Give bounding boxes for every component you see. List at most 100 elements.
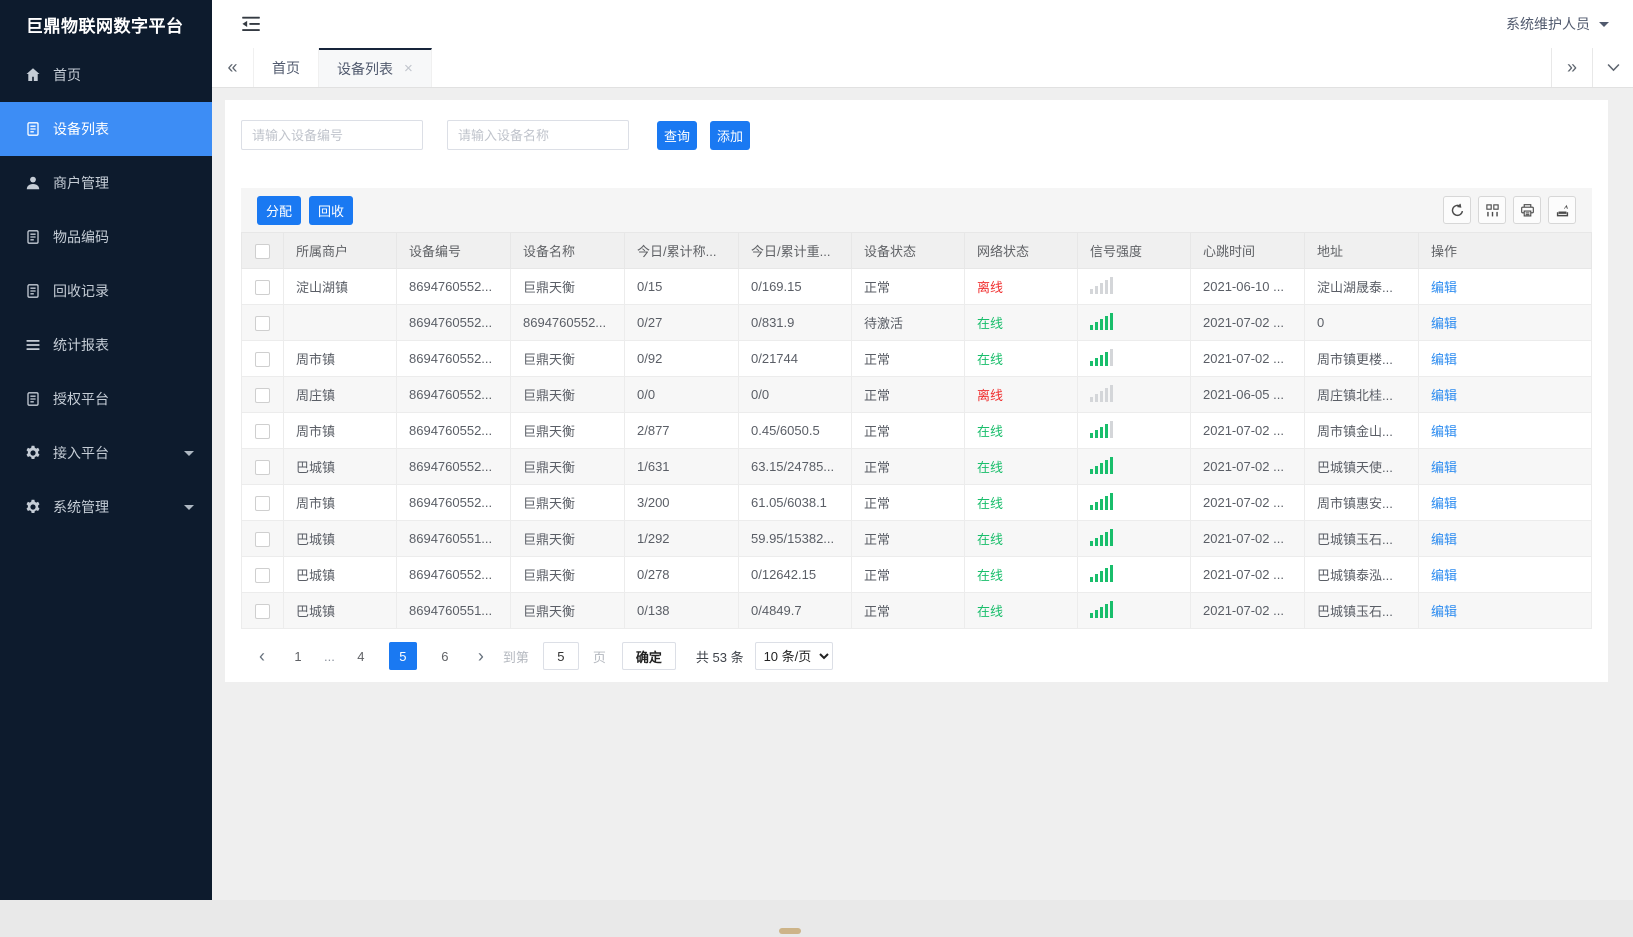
add-button[interactable]: 添加	[710, 120, 751, 150]
tab-scroll-left-button[interactable]: «	[212, 48, 254, 87]
goto-page-input[interactable]	[542, 642, 579, 670]
address-cell: 巴城镇天使...	[1304, 448, 1419, 485]
recycle-button[interactable]: 回收	[309, 195, 354, 225]
device-no-cell: 8694760552...	[396, 340, 511, 377]
sidebar-collapse-button[interactable]	[240, 14, 262, 34]
sidebar-item-device-list[interactable]: 设备列表	[0, 102, 212, 156]
user-menu[interactable]: 系统维护人员	[1506, 14, 1609, 34]
edit-link[interactable]: 编辑	[1431, 352, 1458, 367]
row-checkbox[interactable]	[255, 495, 270, 511]
action-cell: 编辑	[1418, 340, 1592, 377]
device-status-cell: 正常	[851, 412, 965, 449]
gear-icon	[25, 499, 41, 515]
page-number-5[interactable]: 5	[388, 642, 417, 670]
merchant-cell: 巴城镇	[283, 448, 397, 485]
device-status-cell: 正常	[851, 592, 965, 629]
tab-scroll-right-button[interactable]: »	[1551, 48, 1592, 87]
edit-link[interactable]: 编辑	[1431, 496, 1458, 511]
column-header-9: 地址	[1304, 232, 1419, 269]
device-name-input[interactable]	[447, 120, 629, 150]
doc-icon	[25, 229, 41, 245]
page-number-6[interactable]: 6	[441, 648, 449, 664]
app-root: 巨鼎物联网数字平台 首页 设备列表 商户管理 物品编码 回收记录 统计报表 授权平台 接入平台…	[0, 0, 1633, 900]
table-toolbar: 分配 回收	[241, 188, 1592, 232]
signal-strength-icon	[1090, 420, 1113, 438]
device-status-cell: 正常	[851, 268, 965, 305]
tab-device-list[interactable]: 设备列表 ×	[319, 48, 432, 87]
signal-strength-icon	[1090, 456, 1113, 474]
today-weight-cell: 59.95/15382...	[738, 520, 852, 557]
sidebar-item-item-code[interactable]: 物品编码	[0, 210, 212, 264]
row-checkbox-cell	[241, 592, 284, 629]
sidebar-item-system-management[interactable]: 系统管理	[0, 480, 212, 534]
topbar: 系统维护人员	[212, 0, 1633, 48]
sidebar-item-access-platform[interactable]: 接入平台	[0, 426, 212, 480]
action-cell: 编辑	[1418, 268, 1592, 305]
row-checkbox[interactable]	[255, 387, 270, 403]
prev-page-button[interactable]: ‹	[259, 646, 265, 666]
total-count-label: 共 53 条	[695, 649, 744, 665]
chevron-down-icon	[1599, 21, 1609, 27]
row-checkbox[interactable]	[255, 459, 270, 475]
device-status-cell: 正常	[851, 556, 965, 593]
device-no-input[interactable]	[241, 120, 423, 150]
sidebar-item-merchant-management[interactable]: 商户管理	[0, 156, 212, 210]
edit-link[interactable]: 编辑	[1431, 388, 1458, 403]
edit-link[interactable]: 编辑	[1431, 424, 1458, 439]
tab-home[interactable]: 首页	[254, 48, 319, 87]
sidebar-item-statistics-report[interactable]: 统计报表	[0, 318, 212, 372]
select-all-checkbox[interactable]	[255, 243, 270, 259]
table-row: 8694760552... 8694760552... 0/27 0/831.9 待激活…	[241, 304, 1592, 341]
column-settings-button[interactable]	[1478, 196, 1506, 224]
merchant-cell: 淀山湖镇	[283, 268, 397, 305]
signal-cell	[1077, 556, 1191, 593]
sidebar-item-home[interactable]: 首页	[0, 48, 212, 102]
tab-options-button[interactable]	[1592, 48, 1633, 87]
signal-strength-icon	[1090, 564, 1113, 582]
sidebar-item-recycle-records[interactable]: 回收记录	[0, 264, 212, 318]
page-number-4[interactable]: 4	[357, 648, 365, 664]
heartbeat-cell: 2021-06-05 ...	[1190, 376, 1305, 413]
app-title: 巨鼎物联网数字平台	[26, 16, 184, 36]
refresh-button[interactable]	[1443, 196, 1471, 224]
device-name-cell: 巨鼎天衡	[510, 268, 625, 305]
merchant-cell: 周市镇	[283, 484, 397, 521]
sidebar-item-authorize-platform[interactable]: 授权平台	[0, 372, 212, 426]
edit-link[interactable]: 编辑	[1431, 460, 1458, 475]
signal-cell	[1077, 484, 1191, 521]
row-checkbox[interactable]	[255, 603, 270, 619]
assign-button[interactable]: 分配	[257, 195, 302, 225]
next-page-button[interactable]: ›	[477, 646, 484, 666]
heartbeat-cell: 2021-07-02 ...	[1190, 520, 1305, 557]
device-no-cell: 8694760552...	[396, 304, 511, 341]
query-button[interactable]: 查询	[657, 120, 698, 150]
heartbeat-cell: 2021-07-02 ...	[1190, 484, 1305, 521]
row-checkbox[interactable]	[255, 531, 270, 547]
row-checkbox[interactable]	[255, 279, 270, 295]
edit-link[interactable]: 编辑	[1431, 604, 1458, 619]
today-count-cell: 2/877	[624, 412, 739, 449]
print-button[interactable]	[1513, 196, 1541, 224]
goto-confirm-button[interactable]: 确定	[621, 642, 676, 670]
edit-link[interactable]: 编辑	[1431, 532, 1458, 547]
export-button[interactable]	[1548, 196, 1576, 224]
network-status-badge: 离线	[977, 388, 1004, 403]
address-cell: 巴城镇玉石...	[1304, 592, 1419, 629]
row-checkbox[interactable]	[255, 567, 270, 583]
page-number-1[interactable]: 1	[294, 648, 302, 664]
page-size-select[interactable]: 10 条/页	[754, 642, 833, 670]
tab-close-icon[interactable]: ×	[404, 60, 413, 77]
device-no-cell: 8694760552...	[396, 268, 511, 305]
today-weight-cell: 0/831.9	[738, 304, 852, 341]
edit-link[interactable]: 编辑	[1431, 280, 1458, 295]
edit-link[interactable]: 编辑	[1431, 568, 1458, 583]
bottom-strip	[0, 900, 1633, 937]
row-checkbox[interactable]	[255, 351, 270, 367]
today-count-cell: 0/92	[624, 340, 739, 377]
row-checkbox[interactable]	[255, 315, 270, 331]
edit-link[interactable]: 编辑	[1431, 316, 1458, 331]
network-status-cell: 在线	[964, 556, 1078, 593]
address-cell: 周市镇惠安...	[1304, 484, 1419, 521]
table-tool-icons	[1443, 196, 1576, 224]
row-checkbox[interactable]	[255, 423, 270, 439]
